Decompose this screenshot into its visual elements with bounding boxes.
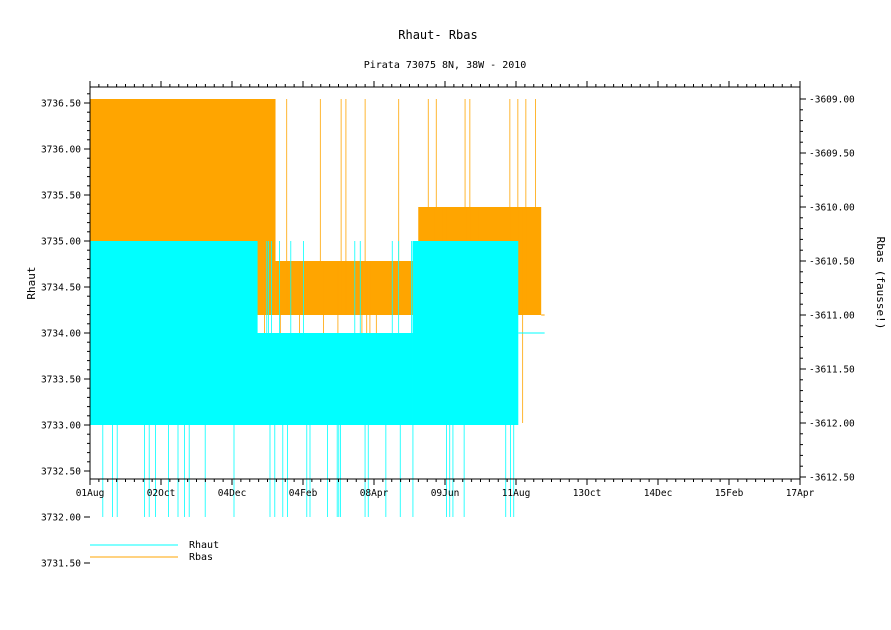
y-axis-left: 3736.50 3736.00 3735.50 3735.00 3734.50 3734.… <box>41 93 90 570</box>
x-tick-label: 01Aug <box>76 488 105 499</box>
y-axis-left-label: Rhaut <box>25 266 38 299</box>
legend: Rhaut Rbas <box>90 540 219 563</box>
y-right-tick-label: -3610.00 <box>809 203 855 214</box>
y-right-tick-label: -3612.50 <box>809 473 855 484</box>
y-left-tick-label: 3733.00 <box>41 421 81 432</box>
x-tick-label: 15Feb <box>715 488 744 499</box>
x-tick-label: 02Oct <box>147 488 176 499</box>
y-right-tick-label: -3609.50 <box>809 149 855 160</box>
series-band <box>360 333 413 425</box>
y-right-tick-label: -3611.50 <box>809 365 855 376</box>
y-axis-right: -3609.00 -3609.50 -3610.00 -3610.50 -3611.00… <box>800 95 855 484</box>
chart-title: Rhaut- Rbas <box>398 28 477 42</box>
x-tick-label: 08Apr <box>360 488 389 499</box>
y-right-tick-label: -3609.00 <box>809 95 855 106</box>
y-right-tick-label: -3610.50 <box>809 257 855 268</box>
y-left-tick-label: 3735.00 <box>41 237 81 248</box>
x-tick-label: 09Jun <box>431 488 460 499</box>
x-tick-label: 17Apr <box>786 488 815 499</box>
x-tick-label: 11Aug <box>502 488 531 499</box>
y-left-tick-label: 3735.50 <box>41 191 81 202</box>
y-left-tick-label: 3731.50 <box>41 559 81 570</box>
plot-area <box>90 99 545 517</box>
series-band <box>275 261 419 315</box>
y-left-tick-label: 3732.00 <box>41 513 81 524</box>
y-left-tick-label: 3734.50 <box>41 283 81 294</box>
x-axis: 01Aug 02Oct 04Dec 04Feb 08Apr 09Jun 11Aug 13Oct… <box>76 81 815 499</box>
y-left-tick-label: 3733.50 <box>41 375 81 386</box>
x-tick-label: 04Feb <box>289 488 318 499</box>
legend-label-rhaut: Rhaut <box>189 540 219 551</box>
y-right-tick-label: -3611.00 <box>809 311 855 322</box>
chart-subtitle: Pirata 73075 8N, 38W - 2010 <box>364 60 527 71</box>
series-band <box>90 241 258 425</box>
legend-label-rbas: Rbas <box>189 552 213 563</box>
y-axis-right-label: Rbas (fausse!) <box>874 237 887 330</box>
y-right-tick-label: -3612.00 <box>809 419 855 430</box>
y-left-tick-label: 3736.00 <box>41 145 81 156</box>
series-rhaut <box>90 241 545 517</box>
series-band <box>257 333 361 425</box>
y-left-tick-label: 3736.50 <box>41 99 81 110</box>
y-left-tick-label: 3734.00 <box>41 329 81 340</box>
y-left-tick-label: 3732.50 <box>41 467 81 478</box>
series-band <box>412 241 519 425</box>
x-tick-label: 04Dec <box>218 488 247 499</box>
x-tick-label: 14Dec <box>644 488 673 499</box>
x-tick-label: 13Oct <box>573 488 602 499</box>
